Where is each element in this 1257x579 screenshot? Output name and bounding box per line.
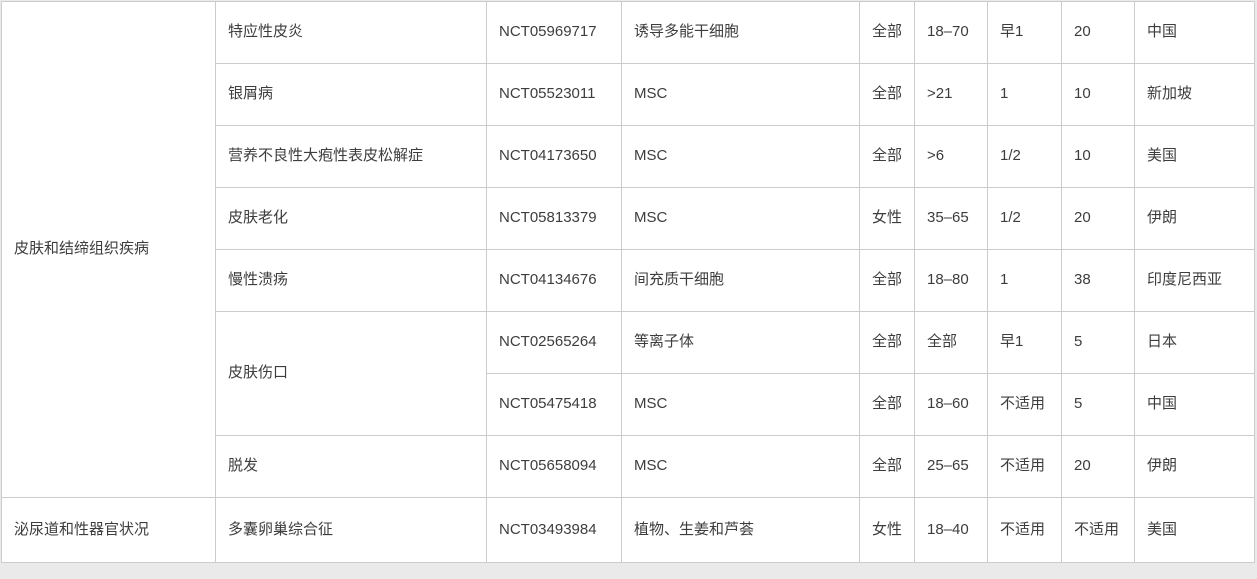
condition-cell: 营养不良性大疱性表皮松解症 bbox=[215, 125, 487, 188]
nct-id-cell: NCT04134676 bbox=[486, 249, 622, 312]
nct-id-cell: NCT05658094 bbox=[486, 435, 622, 498]
phase-cell: 不适用 bbox=[987, 435, 1062, 498]
enrollment-cell: 20 bbox=[1061, 1, 1135, 64]
intervention-cell: MSC bbox=[621, 63, 860, 126]
age-cell: 18–70 bbox=[914, 1, 988, 64]
intervention-cell: 植物、生姜和芦荟 bbox=[621, 497, 860, 563]
nct-id-cell: NCT05813379 bbox=[486, 187, 622, 250]
country-cell: 中国 bbox=[1134, 1, 1255, 64]
condition-cell: 特应性皮炎 bbox=[215, 1, 487, 64]
condition-cell: 皮肤老化 bbox=[215, 187, 487, 250]
category-cell: 皮肤和结缔组织疾病 bbox=[1, 1, 216, 498]
nct-id-cell: NCT05475418 bbox=[486, 373, 622, 436]
nct-id-cell: NCT05523011 bbox=[486, 63, 622, 126]
sex-cell: 全部 bbox=[859, 311, 915, 374]
age-cell: >6 bbox=[914, 125, 988, 188]
enrollment-cell: 38 bbox=[1061, 249, 1135, 312]
sex-cell: 全部 bbox=[859, 63, 915, 126]
nct-id-cell: NCT02565264 bbox=[486, 311, 622, 374]
intervention-cell: MSC bbox=[621, 125, 860, 188]
phase-cell: 1 bbox=[987, 249, 1062, 312]
table-container: 皮肤和结缔组织疾病 特应性皮炎 NCT05969717 诱导多能干细胞 全部 18–70 早… bbox=[1, 1, 1255, 563]
age-cell: 25–65 bbox=[914, 435, 988, 498]
enrollment-cell: 5 bbox=[1061, 311, 1135, 374]
enrollment-cell: 20 bbox=[1061, 187, 1135, 250]
intervention-cell: 诱导多能干细胞 bbox=[621, 1, 860, 64]
country-cell: 中国 bbox=[1134, 373, 1255, 436]
phase-cell: 1/2 bbox=[987, 125, 1062, 188]
sex-cell: 女性 bbox=[859, 497, 915, 563]
nct-id-cell: NCT03493984 bbox=[486, 497, 622, 563]
age-cell: 全部 bbox=[914, 311, 988, 374]
table-row: 泌尿道和性器官状况 多囊卵巢综合征 NCT03493984 植物、生姜和芦荟 女性 18–… bbox=[1, 497, 1255, 563]
intervention-cell: 等离子体 bbox=[621, 311, 860, 374]
intervention-cell: MSC bbox=[621, 435, 860, 498]
condition-cell: 慢性溃疡 bbox=[215, 249, 487, 312]
phase-cell: 早1 bbox=[987, 311, 1062, 374]
table-row: 银屑病 NCT05523011 MSC 全部 >21 1 10 新加坡 bbox=[2, 63, 1255, 126]
intervention-cell: MSC bbox=[621, 373, 860, 436]
phase-cell: 不适用 bbox=[987, 373, 1062, 436]
country-cell: 美国 bbox=[1134, 497, 1255, 563]
enrollment-cell: 10 bbox=[1061, 125, 1135, 188]
age-cell: 35–65 bbox=[914, 187, 988, 250]
country-cell: 印度尼西亚 bbox=[1134, 249, 1255, 312]
sex-cell: 全部 bbox=[859, 249, 915, 312]
category-cell: 泌尿道和性器官状况 bbox=[1, 497, 216, 563]
clinical-trials-table: 皮肤和结缔组织疾病 特应性皮炎 NCT05969717 诱导多能干细胞 全部 18–70 早… bbox=[1, 1, 1255, 563]
sex-cell: 全部 bbox=[859, 1, 915, 64]
country-cell: 伊朗 bbox=[1134, 187, 1255, 250]
condition-cell: 脱发 bbox=[215, 435, 487, 498]
enrollment-cell: 不适用 bbox=[1061, 497, 1135, 563]
age-cell: 18–80 bbox=[914, 249, 988, 312]
age-cell: 18–60 bbox=[914, 373, 988, 436]
country-cell: 伊朗 bbox=[1134, 435, 1255, 498]
enrollment-cell: 10 bbox=[1061, 63, 1135, 126]
table-row: 皮肤伤口 NCT02565264 等离子体 全部 全部 早1 5 日本 bbox=[2, 311, 1255, 436]
condition-cell: 银屑病 bbox=[215, 63, 487, 126]
enrollment-cell: 5 bbox=[1061, 373, 1135, 436]
country-cell: 美国 bbox=[1134, 125, 1255, 188]
sex-cell: 全部 bbox=[859, 435, 915, 498]
phase-cell: 1/2 bbox=[987, 187, 1062, 250]
nct-id-cell: NCT04173650 bbox=[486, 125, 622, 188]
sex-cell: 全部 bbox=[859, 125, 915, 188]
sex-cell: 全部 bbox=[859, 373, 915, 436]
nct-id-cell: NCT05969717 bbox=[486, 1, 622, 64]
intervention-cell: MSC bbox=[621, 187, 860, 250]
country-cell: 新加坡 bbox=[1134, 63, 1255, 126]
phase-cell: 早1 bbox=[987, 1, 1062, 64]
table-row: 脱发 NCT05658094 MSC 全部 25–65 不适用 20 伊朗 bbox=[2, 435, 1255, 498]
table-row: 皮肤老化 NCT05813379 MSC 女性 35–65 1/2 20 伊朗 bbox=[2, 187, 1255, 250]
table-row: 皮肤和结缔组织疾病 特应性皮炎 NCT05969717 诱导多能干细胞 全部 18–70 早… bbox=[1, 1, 1255, 498]
condition-cell: 多囊卵巢综合征 bbox=[215, 497, 487, 563]
age-cell: 18–40 bbox=[914, 497, 988, 563]
condition-cell: 皮肤伤口 bbox=[215, 311, 487, 436]
enrollment-cell: 20 bbox=[1061, 435, 1135, 498]
sex-cell: 女性 bbox=[859, 187, 915, 250]
phase-cell: 1 bbox=[987, 63, 1062, 126]
table-row: 慢性溃疡 NCT04134676 间充质干细胞 全部 18–80 1 38 印度尼西亚 bbox=[2, 249, 1255, 312]
phase-cell: 不适用 bbox=[987, 497, 1062, 563]
table-row: NCT05475418 MSC 全部 18–60 不适用 5 中国 bbox=[2, 373, 1255, 436]
intervention-cell: 间充质干细胞 bbox=[621, 249, 860, 312]
country-cell: 日本 bbox=[1134, 311, 1255, 374]
age-cell: >21 bbox=[914, 63, 988, 126]
